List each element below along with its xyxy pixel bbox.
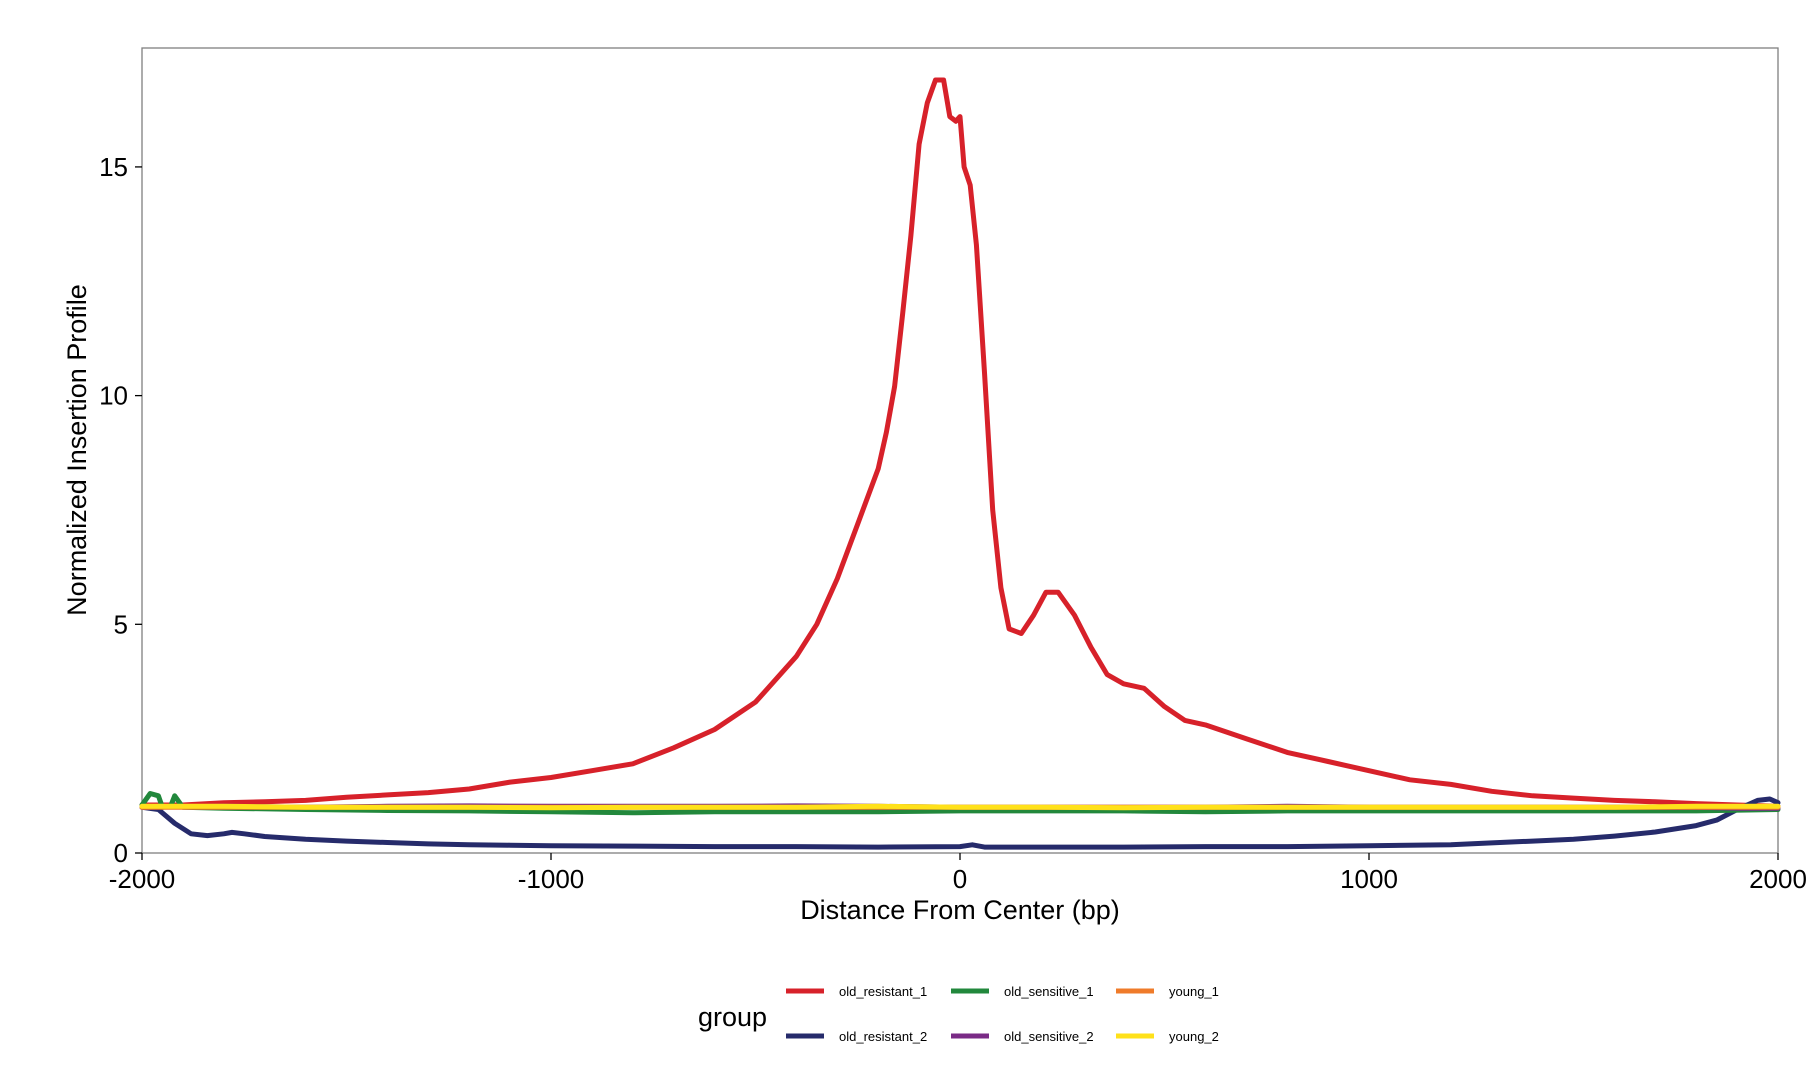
x-tick-label: -2000 <box>109 864 176 894</box>
x-tick-label: 1000 <box>1340 864 1398 894</box>
x-axis: -2000 -1000 0 1000 2000 <box>109 853 1807 894</box>
plot-panel-border <box>141 47 1779 854</box>
y-axis-title: Normalized Insertion Profile <box>62 284 92 616</box>
x-tick-label: 0 <box>953 864 967 894</box>
x-tick-label: 2000 <box>1749 864 1807 894</box>
legend-label-young-2: young_2 <box>1169 1029 1219 1044</box>
legend-label-old-sensitive-2: old_sensitive_2 <box>1004 1029 1094 1044</box>
legend-label-old-sensitive-1: old_sensitive_1 <box>1004 984 1094 999</box>
y-tick-label: 5 <box>114 609 128 639</box>
series-line-old-sensitive-1 <box>139 791 1781 816</box>
legend: group old_resistant_1 old_resistant_2 old_… <box>698 984 1219 1044</box>
legend-label-young-1: young_1 <box>1169 984 1219 999</box>
y-axis: 0 5 10 15 <box>99 152 142 868</box>
y-tick-label: 10 <box>99 381 128 411</box>
series-line-old-resistant-1 <box>139 77 1781 809</box>
y-tick-label: 15 <box>99 152 128 182</box>
legend-label-old-resistant-1: old_resistant_1 <box>839 984 927 999</box>
y-tick-label: 0 <box>114 838 128 868</box>
legend-label-old-resistant-2: old_resistant_2 <box>839 1029 927 1044</box>
x-axis-title: Distance From Center (bp) <box>800 895 1120 925</box>
series-layer <box>139 77 1781 850</box>
x-tick-label: -1000 <box>518 864 585 894</box>
legend-title: group <box>698 1002 767 1032</box>
series-line-old-resistant-2 <box>139 796 1781 850</box>
series-line-young-2 <box>139 803 1781 811</box>
